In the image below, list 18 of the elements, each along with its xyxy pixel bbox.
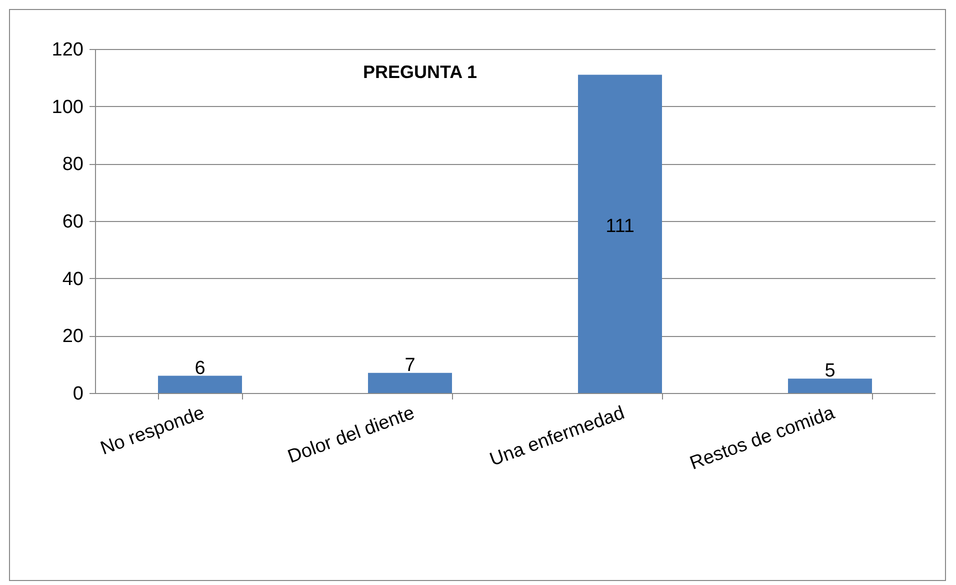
x-tick-label: Dolor del diente bbox=[285, 402, 418, 468]
bar bbox=[578, 74, 662, 393]
y-tick-label: 60 bbox=[62, 212, 84, 232]
y-tick-label: 20 bbox=[62, 326, 84, 348]
bar bbox=[368, 372, 452, 393]
y-tick-label: 120 bbox=[52, 40, 84, 60]
data-label: 111 bbox=[606, 216, 634, 237]
x-tick-label: Restos de comida bbox=[687, 402, 838, 474]
data-label: 6 bbox=[194, 358, 206, 379]
y-tick-label: 80 bbox=[62, 154, 84, 176]
text: PREGUNTA 1 bbox=[362, 62, 478, 82]
y-tick-label: 0 bbox=[72, 384, 84, 404]
bar bbox=[788, 378, 872, 393]
y-tick-label: 40 bbox=[62, 268, 84, 290]
y-tick-label: 100 bbox=[52, 96, 84, 118]
bar bbox=[158, 376, 242, 393]
data-label: 7 bbox=[404, 354, 416, 376]
data-label: 5 bbox=[824, 360, 836, 382]
